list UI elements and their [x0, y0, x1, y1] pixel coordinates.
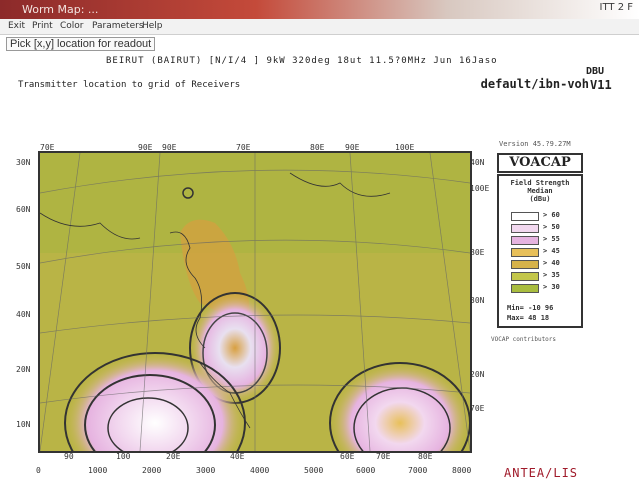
tick-left-3: 50N — [16, 262, 31, 271]
contour-line-sw-2 — [84, 374, 216, 451]
lon-bottom-6: 70E — [376, 452, 391, 461]
lon-bottom-5: 60E — [340, 452, 355, 461]
map-graticule — [40, 153, 470, 451]
legend-bottom-note: VOCAP contributors — [491, 336, 557, 343]
menu-exit[interactable]: Exit — [8, 21, 26, 31]
menu-color[interactable]: Color — [60, 21, 84, 31]
window-title: Worm Map: ... — [22, 3, 99, 16]
legend-swatch — [511, 212, 539, 221]
lon-bottom-2: 100 — [116, 452, 131, 461]
scale-6: 6000 — [356, 466, 376, 475]
legend-title: Field Strength Median (dBu) — [499, 179, 581, 203]
menu-help[interactable]: Help — [142, 21, 163, 31]
legend-level-label: > 50 — [543, 223, 560, 231]
tick-right-4: 30N — [470, 296, 485, 305]
lon-bottom-3: 20E — [166, 452, 181, 461]
menu-parameters[interactable]: Parameters — [92, 21, 144, 31]
transmitter-marker[interactable] — [182, 187, 194, 199]
tick-right-6: 70E — [470, 404, 485, 413]
scale-4: 4000 — [250, 466, 270, 475]
tick-left-6: 10N — [16, 420, 31, 429]
legend-max: Max= 48 18 — [507, 314, 550, 322]
header-line1: BEIRUT (BAIRUT) [N/I/4 ] 9kW 320deg 18ut… — [106, 56, 498, 66]
coverage-map[interactable] — [38, 151, 472, 453]
lon-bottom-4: 40E — [230, 452, 245, 461]
scale-0: 0 — [36, 466, 41, 475]
header-line2: Transmitter location to grid of Receiver… — [18, 80, 241, 90]
legend-brand: VOACAP — [497, 153, 583, 173]
window-right-text: ITT 2 F — [599, 2, 633, 13]
legend-version-note: Version 45.?9.27M — [499, 140, 571, 148]
tick-top-6: 90E — [345, 143, 360, 152]
legend-level-label: > 40 — [543, 259, 560, 267]
tick-top-7: 100E — [395, 143, 415, 152]
legend-level-label: > 45 — [543, 247, 560, 255]
scale-1: 1000 — [88, 466, 108, 475]
tick-top-2: 90E — [138, 143, 153, 152]
tick-left-4: 40N — [16, 310, 31, 319]
legend-swatch — [511, 224, 539, 233]
legend-title-line2: Median — [527, 187, 553, 195]
legend-title-line1: Field Strength — [510, 179, 570, 187]
legend-title-line3: (dBu) — [529, 195, 551, 203]
contour-southwest — [65, 353, 245, 451]
scale-7: 7000 — [408, 466, 428, 475]
tick-top-5: 80E — [310, 143, 325, 152]
tick-right-5: 20N — [470, 370, 485, 379]
contour-line-sw-1 — [64, 352, 246, 451]
legend-level-label: > 60 — [543, 211, 560, 219]
scale-2: 2000 — [142, 466, 162, 475]
coverage-map-svg[interactable] — [40, 153, 470, 451]
tick-right-1: 40N — [470, 158, 485, 167]
contour-line-sw-3 — [107, 397, 189, 451]
contour-southeast — [330, 363, 470, 451]
legend-box: Field Strength Median (dBu) > 60 > 50 > 55… — [497, 174, 583, 328]
legend-swatch — [511, 236, 539, 245]
tick-left-2: 60N — [16, 205, 31, 214]
header-version: V11 — [590, 78, 612, 92]
lon-bottom-7: 80E — [418, 452, 433, 461]
legend: Version 45.?9.27M VOACAP Field Strength … — [491, 140, 587, 343]
legend-min: Min= -10 96 — [507, 304, 554, 312]
legend-level-label: > 35 — [543, 271, 560, 279]
scale-5: 5000 — [304, 466, 324, 475]
tick-top-4: 70E — [236, 143, 251, 152]
lon-bottom-1: 90 — [64, 452, 74, 461]
window-titlebar: Worm Map: ... ITT 2 F — [0, 0, 639, 19]
header-line3: default/ibn-voh — [480, 77, 589, 91]
tick-left-1: 30N — [16, 158, 31, 167]
map-coastlines — [40, 172, 391, 429]
header-dbu: DBU — [586, 66, 605, 77]
legend-swatch — [511, 260, 539, 269]
legend-swatch — [511, 272, 539, 281]
readout-hint: Pick [x,y] location for readout — [6, 37, 156, 51]
legend-swatch — [511, 284, 539, 293]
contour-line-se-1 — [329, 362, 470, 451]
scale-8: 8000 — [452, 466, 472, 475]
tick-top-3: 90E — [162, 143, 177, 152]
menu-bar: Exit Print Color Parameters Help — [0, 19, 639, 35]
legend-level-label: > 30 — [543, 283, 560, 291]
footer-label: ANTEA/LIS — [504, 466, 579, 480]
menu-print[interactable]: Print — [32, 21, 53, 31]
legend-level-label: > 55 — [543, 235, 560, 243]
tick-right-2: 100E — [470, 184, 490, 193]
legend-swatch — [511, 248, 539, 257]
scale-3: 3000 — [196, 466, 216, 475]
tick-right-3: 80E — [470, 248, 485, 257]
tick-top-1: 70E — [40, 143, 55, 152]
tick-left-5: 20N — [16, 365, 31, 374]
